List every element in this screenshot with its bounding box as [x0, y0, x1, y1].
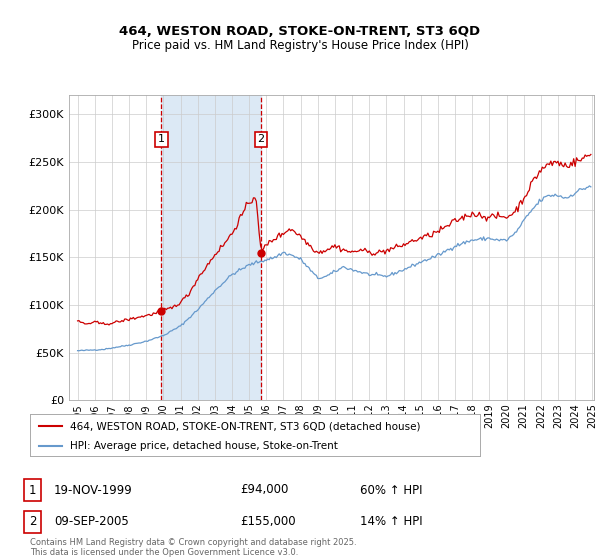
Text: 60% ↑ HPI: 60% ↑ HPI [360, 483, 422, 497]
Text: 1: 1 [158, 134, 165, 144]
Text: 19-NOV-1999: 19-NOV-1999 [54, 483, 133, 497]
Text: 1: 1 [29, 483, 36, 497]
Text: 464, WESTON ROAD, STOKE-ON-TRENT, ST3 6QD (detached house): 464, WESTON ROAD, STOKE-ON-TRENT, ST3 6Q… [71, 421, 421, 431]
Text: 464, WESTON ROAD, STOKE-ON-TRENT, ST3 6QD: 464, WESTON ROAD, STOKE-ON-TRENT, ST3 6Q… [119, 25, 481, 38]
Text: Contains HM Land Registry data © Crown copyright and database right 2025.
This d: Contains HM Land Registry data © Crown c… [30, 538, 356, 557]
Text: £94,000: £94,000 [240, 483, 289, 497]
Text: HPI: Average price, detached house, Stoke-on-Trent: HPI: Average price, detached house, Stok… [71, 441, 338, 451]
Text: 14% ↑ HPI: 14% ↑ HPI [360, 515, 422, 529]
Text: 2: 2 [29, 515, 36, 529]
Bar [161, 95, 261, 400]
Text: 09-SEP-2005: 09-SEP-2005 [54, 515, 129, 529]
Text: £155,000: £155,000 [240, 515, 296, 529]
Text: 2: 2 [257, 134, 265, 144]
Text: Price paid vs. HM Land Registry's House Price Index (HPI): Price paid vs. HM Land Registry's House … [131, 39, 469, 52]
